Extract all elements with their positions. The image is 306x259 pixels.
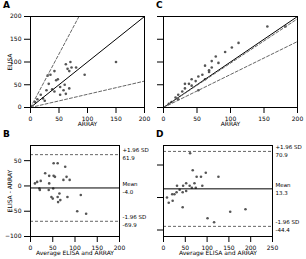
- svg-text:Mean: Mean: [276, 182, 291, 188]
- svg-text:-4.0: -4.0: [123, 189, 134, 195]
- svg-text:0: 0: [162, 115, 166, 122]
- svg-text:+1.96 SD: +1.96 SD: [123, 147, 149, 153]
- svg-text:150: 150: [10, 35, 22, 42]
- svg-text:50: 50: [14, 157, 22, 164]
- svg-text:100: 100: [69, 243, 81, 251]
- svg-text:61.9: 61.9: [123, 155, 136, 161]
- svg-text:50: 50: [193, 115, 201, 122]
- svg-text:0: 0: [29, 244, 33, 251]
- svg-text:100: 100: [224, 114, 237, 122]
- svg-text:0: 0: [29, 115, 33, 122]
- svg-text:50: 50: [14, 81, 22, 88]
- svg-text:-69.9: -69.9: [123, 222, 138, 228]
- html-text:D: D: [156, 129, 164, 139]
- svg-text:50: 50: [55, 115, 63, 122]
- html-text:B: B: [3, 129, 10, 139]
- svg-text:70.9: 70.9: [276, 152, 289, 158]
- svg-text:0: 0: [162, 244, 166, 251]
- svg-text:150: 150: [91, 243, 103, 251]
- svg-text:100: 100: [10, 57, 22, 65]
- svg-text:ELISA: ELISA: [6, 53, 13, 71]
- svg-text:150: 150: [223, 243, 235, 251]
- svg-text:13.3: 13.3: [276, 190, 289, 196]
- svg-text:-44.4: -44.4: [276, 227, 291, 233]
- svg-text:−100: −100: [5, 232, 22, 239]
- svg-text:200: 200: [139, 115, 151, 122]
- svg-text:150: 150: [110, 115, 122, 122]
- svg-text:−50: −50: [8, 207, 22, 215]
- svg-text:ELISA - ARRAY: ELISA - ARRAY: [6, 169, 13, 212]
- svg-text:Mean: Mean: [123, 181, 138, 187]
- html-text:A: A: [3, 0, 10, 10]
- svg-text:100: 100: [81, 114, 94, 122]
- svg-text:200: 200: [10, 12, 22, 19]
- svg-text:200: 200: [114, 244, 126, 251]
- svg-text:0: 0: [18, 103, 22, 110]
- svg-text:100: 100: [201, 243, 213, 251]
- svg-text:Average ELISA and ARRAY: Average ELISA and ARRAY: [36, 249, 114, 257]
- svg-text:Average ELISA and ARRAY: Average ELISA and ARRAY: [179, 249, 257, 257]
- svg-text:ARRAY: ARRAY: [221, 120, 241, 127]
- svg-text:250: 250: [267, 244, 279, 251]
- svg-text:200: 200: [292, 115, 304, 122]
- svg-text:ARRAY: ARRAY: [78, 120, 98, 127]
- svg-text:-1.96 SD: -1.96 SD: [276, 219, 300, 225]
- svg-text:+1.96 SD: +1.96 SD: [276, 144, 302, 150]
- svg-text:0: 0: [18, 182, 22, 189]
- svg-text:50: 50: [181, 243, 190, 251]
- svg-text:200: 200: [245, 243, 257, 251]
- svg-text:-1.96 SD: -1.96 SD: [123, 214, 147, 220]
- svg-text:150: 150: [258, 115, 270, 122]
- svg-text:50: 50: [48, 243, 57, 251]
- html-text:C: C: [156, 0, 163, 10]
